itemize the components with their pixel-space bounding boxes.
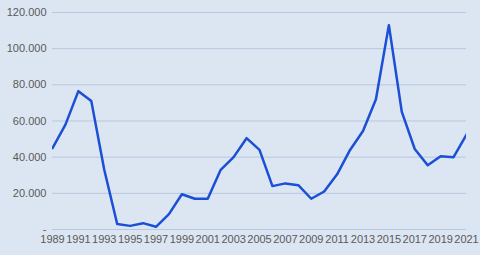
svg-text:100.000: 100.000 (7, 42, 47, 54)
svg-text:1999: 1999 (170, 233, 194, 245)
svg-text:2003: 2003 (221, 233, 245, 245)
svg-text:60.000: 60.000 (13, 115, 47, 127)
svg-text:1989: 1989 (40, 233, 64, 245)
svg-text:20.000: 20.000 (13, 187, 47, 199)
svg-text:2019: 2019 (428, 233, 452, 245)
svg-text:1993: 1993 (92, 233, 116, 245)
svg-text:120.000: 120.000 (7, 6, 47, 18)
svg-text:1991: 1991 (66, 233, 90, 245)
svg-text:2001: 2001 (196, 233, 220, 245)
svg-text:2009: 2009 (299, 233, 323, 245)
svg-text:1995: 1995 (118, 233, 142, 245)
svg-text:2013: 2013 (351, 233, 375, 245)
svg-text:80.000: 80.000 (13, 78, 47, 90)
svg-text:2011: 2011 (325, 233, 349, 245)
svg-text:2021: 2021 (454, 233, 478, 245)
svg-text:2007: 2007 (273, 233, 297, 245)
svg-text:2015: 2015 (377, 233, 401, 245)
svg-text:1997: 1997 (144, 233, 168, 245)
svg-text:2005: 2005 (247, 233, 271, 245)
svg-text:2017: 2017 (403, 233, 427, 245)
svg-text:40.000: 40.000 (13, 151, 47, 163)
